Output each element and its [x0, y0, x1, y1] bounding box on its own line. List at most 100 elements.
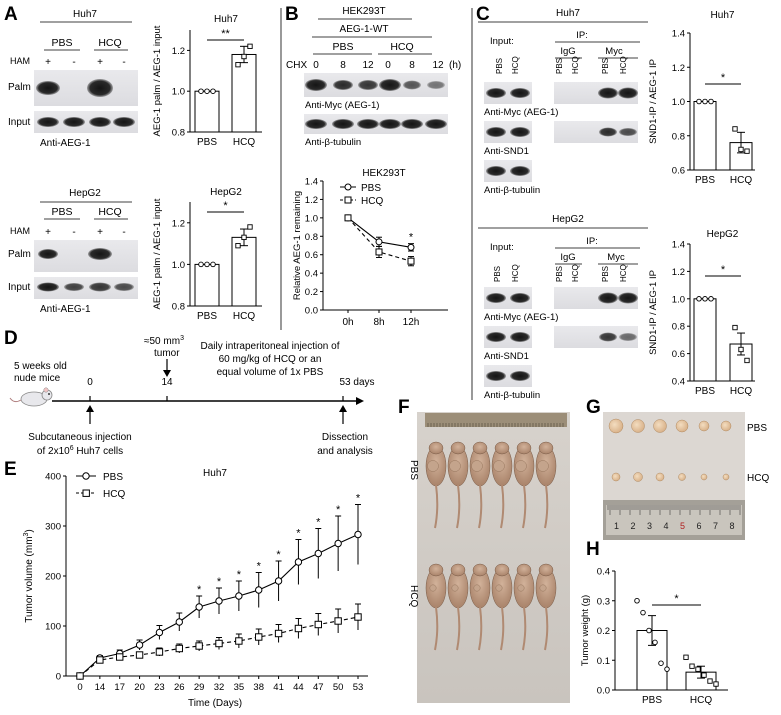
legend-label: HCQ	[103, 489, 125, 500]
row-label-input: Input	[8, 282, 30, 293]
data-point	[215, 597, 223, 605]
y-tick-label: 0.1	[597, 656, 610, 667]
data-point	[407, 257, 415, 265]
y-tick-label: 1.0	[172, 87, 185, 98]
y-tick-label: 1.2	[172, 218, 185, 229]
significance-marker: *	[257, 561, 262, 573]
group-label-hcq: HCQ	[98, 37, 121, 49]
ip-label: IP:	[576, 30, 588, 41]
tumor-word: tumor	[154, 348, 180, 359]
data-point	[135, 641, 144, 649]
antibody-label: Anti-β-tubulin	[484, 185, 540, 196]
mouse-tail	[500, 484, 505, 529]
ruler-number: 4	[664, 521, 669, 531]
data-point	[683, 654, 689, 660]
panel-c-hepg2-blot: HepG2 Input: IP: IgG Myc PBS HCQ PBS HCQ…	[478, 214, 648, 401]
data-point	[407, 243, 415, 251]
tumor	[471, 460, 483, 472]
cell-line-label: HepG2	[552, 214, 584, 225]
data-point	[708, 98, 714, 105]
data-point	[255, 586, 263, 594]
data-point	[744, 148, 750, 154]
tumor	[698, 420, 710, 432]
y-tick-label: 1.2	[305, 195, 318, 206]
tumor	[675, 419, 689, 433]
panel-letter-f: F	[398, 397, 410, 418]
legend-marker	[344, 196, 352, 204]
legend-marker	[344, 183, 352, 191]
day-end: 53 days	[339, 377, 374, 388]
x-tick-label: 47	[313, 682, 324, 693]
treatment-line-3: equal volume of 1x PBS	[217, 367, 324, 378]
chart-title: HepG2	[707, 229, 739, 240]
significance-marker: *	[409, 232, 414, 244]
data-point	[695, 666, 701, 672]
time-label: 12	[432, 60, 444, 71]
x-tick-label: 12h	[403, 317, 420, 328]
data-point	[198, 88, 204, 94]
cell-line-label: Huh7	[73, 9, 97, 20]
x-tick-label: PBS	[197, 311, 217, 322]
group-label-hcq: HCQ	[408, 585, 419, 607]
data-point	[96, 656, 104, 664]
data-point	[247, 43, 253, 49]
ruler-number: 2	[631, 521, 636, 531]
data-point	[646, 627, 652, 634]
y-tick-label: 0.6	[672, 349, 685, 360]
chart-c-hepg2: HepG2 0.4 0.6 0.8 1.0 1.2 1.4 SND1-IP / AEG-1 I…	[648, 229, 755, 397]
y-tick-label: 0.8	[172, 128, 185, 139]
mouse-head	[472, 563, 488, 577]
y-axis-label: AEG-1 palm / AEG-1 input	[152, 25, 163, 136]
x-tick-label: HCQ	[233, 137, 255, 148]
ham-sign: -	[122, 57, 125, 68]
mouse-head	[516, 441, 532, 455]
panel-letter-e: E	[4, 459, 17, 480]
tumor	[473, 584, 481, 592]
panel-a-huh7-blot: Huh7 PBS HCQ HAM + - + - Palm Input Anti…	[8, 9, 138, 149]
tumor	[495, 584, 503, 592]
tumor	[653, 419, 667, 433]
row-label-input: Input	[8, 117, 30, 128]
mouse-tail	[478, 484, 483, 529]
y-tick-label: 1.4	[672, 29, 685, 40]
mouse-head	[450, 441, 466, 455]
legend-marker	[82, 489, 90, 497]
data-point	[175, 618, 183, 626]
panel-c-huh7-blot: Huh7 Input: IP: IgG Myc PBS HCQ PBS HCQ …	[478, 8, 648, 196]
data-point	[210, 88, 216, 94]
y-tick-label: 0.8	[305, 232, 318, 243]
x-tick-label: 26	[174, 682, 185, 693]
tumor	[611, 472, 621, 482]
group-label-hcq: HCQ	[747, 473, 769, 484]
y-tick-label: 0.8	[672, 322, 685, 333]
ip-label: IP:	[586, 236, 598, 247]
data-point	[175, 644, 183, 653]
y-tick-label: 0.2	[305, 287, 318, 298]
antibody-label: Anti-β-tubulin	[305, 137, 361, 148]
x-tick-label: PBS	[695, 386, 715, 397]
panel-letter-b: B	[285, 4, 299, 25]
x-tick-label: PBS	[642, 695, 662, 706]
chart-c-huh7: Huh7 0.6 0.8 1.0 1.2 1.4 SND1-IP / AEG-1 IP PBS…	[648, 10, 755, 186]
lane-label: PBS	[555, 266, 564, 282]
bar	[693, 298, 717, 382]
y-tick-label: 200	[45, 572, 61, 583]
data-point	[195, 603, 203, 611]
row-label-palm: Palm	[8, 82, 31, 93]
data-point	[314, 549, 322, 558]
x-tick-label: 17	[114, 682, 125, 693]
y-tick-label: 0.4	[672, 377, 685, 388]
x-tick-label: HCQ	[730, 386, 752, 397]
y-tick-label: 400	[45, 472, 61, 483]
group-label-pbs: PBS	[747, 423, 767, 434]
chart-a-huh7: Huh7 0.8 1.0 1.2 AEG-1 palm / AEG-1 input PBS…	[152, 14, 262, 148]
row-label-palm: Palm	[8, 249, 31, 260]
lane-label: PBS	[555, 58, 564, 74]
x-tick-label: 0h	[342, 317, 353, 328]
cell-line-label: HepG2	[69, 188, 101, 199]
ham-sign: +	[45, 227, 51, 238]
injection-line-2: of 2x106 Huh7 cells	[37, 445, 123, 457]
y-tick-label: 1.2	[672, 267, 685, 278]
y-tick-label: 0.8	[672, 131, 685, 142]
mouse-tail	[478, 606, 483, 651]
